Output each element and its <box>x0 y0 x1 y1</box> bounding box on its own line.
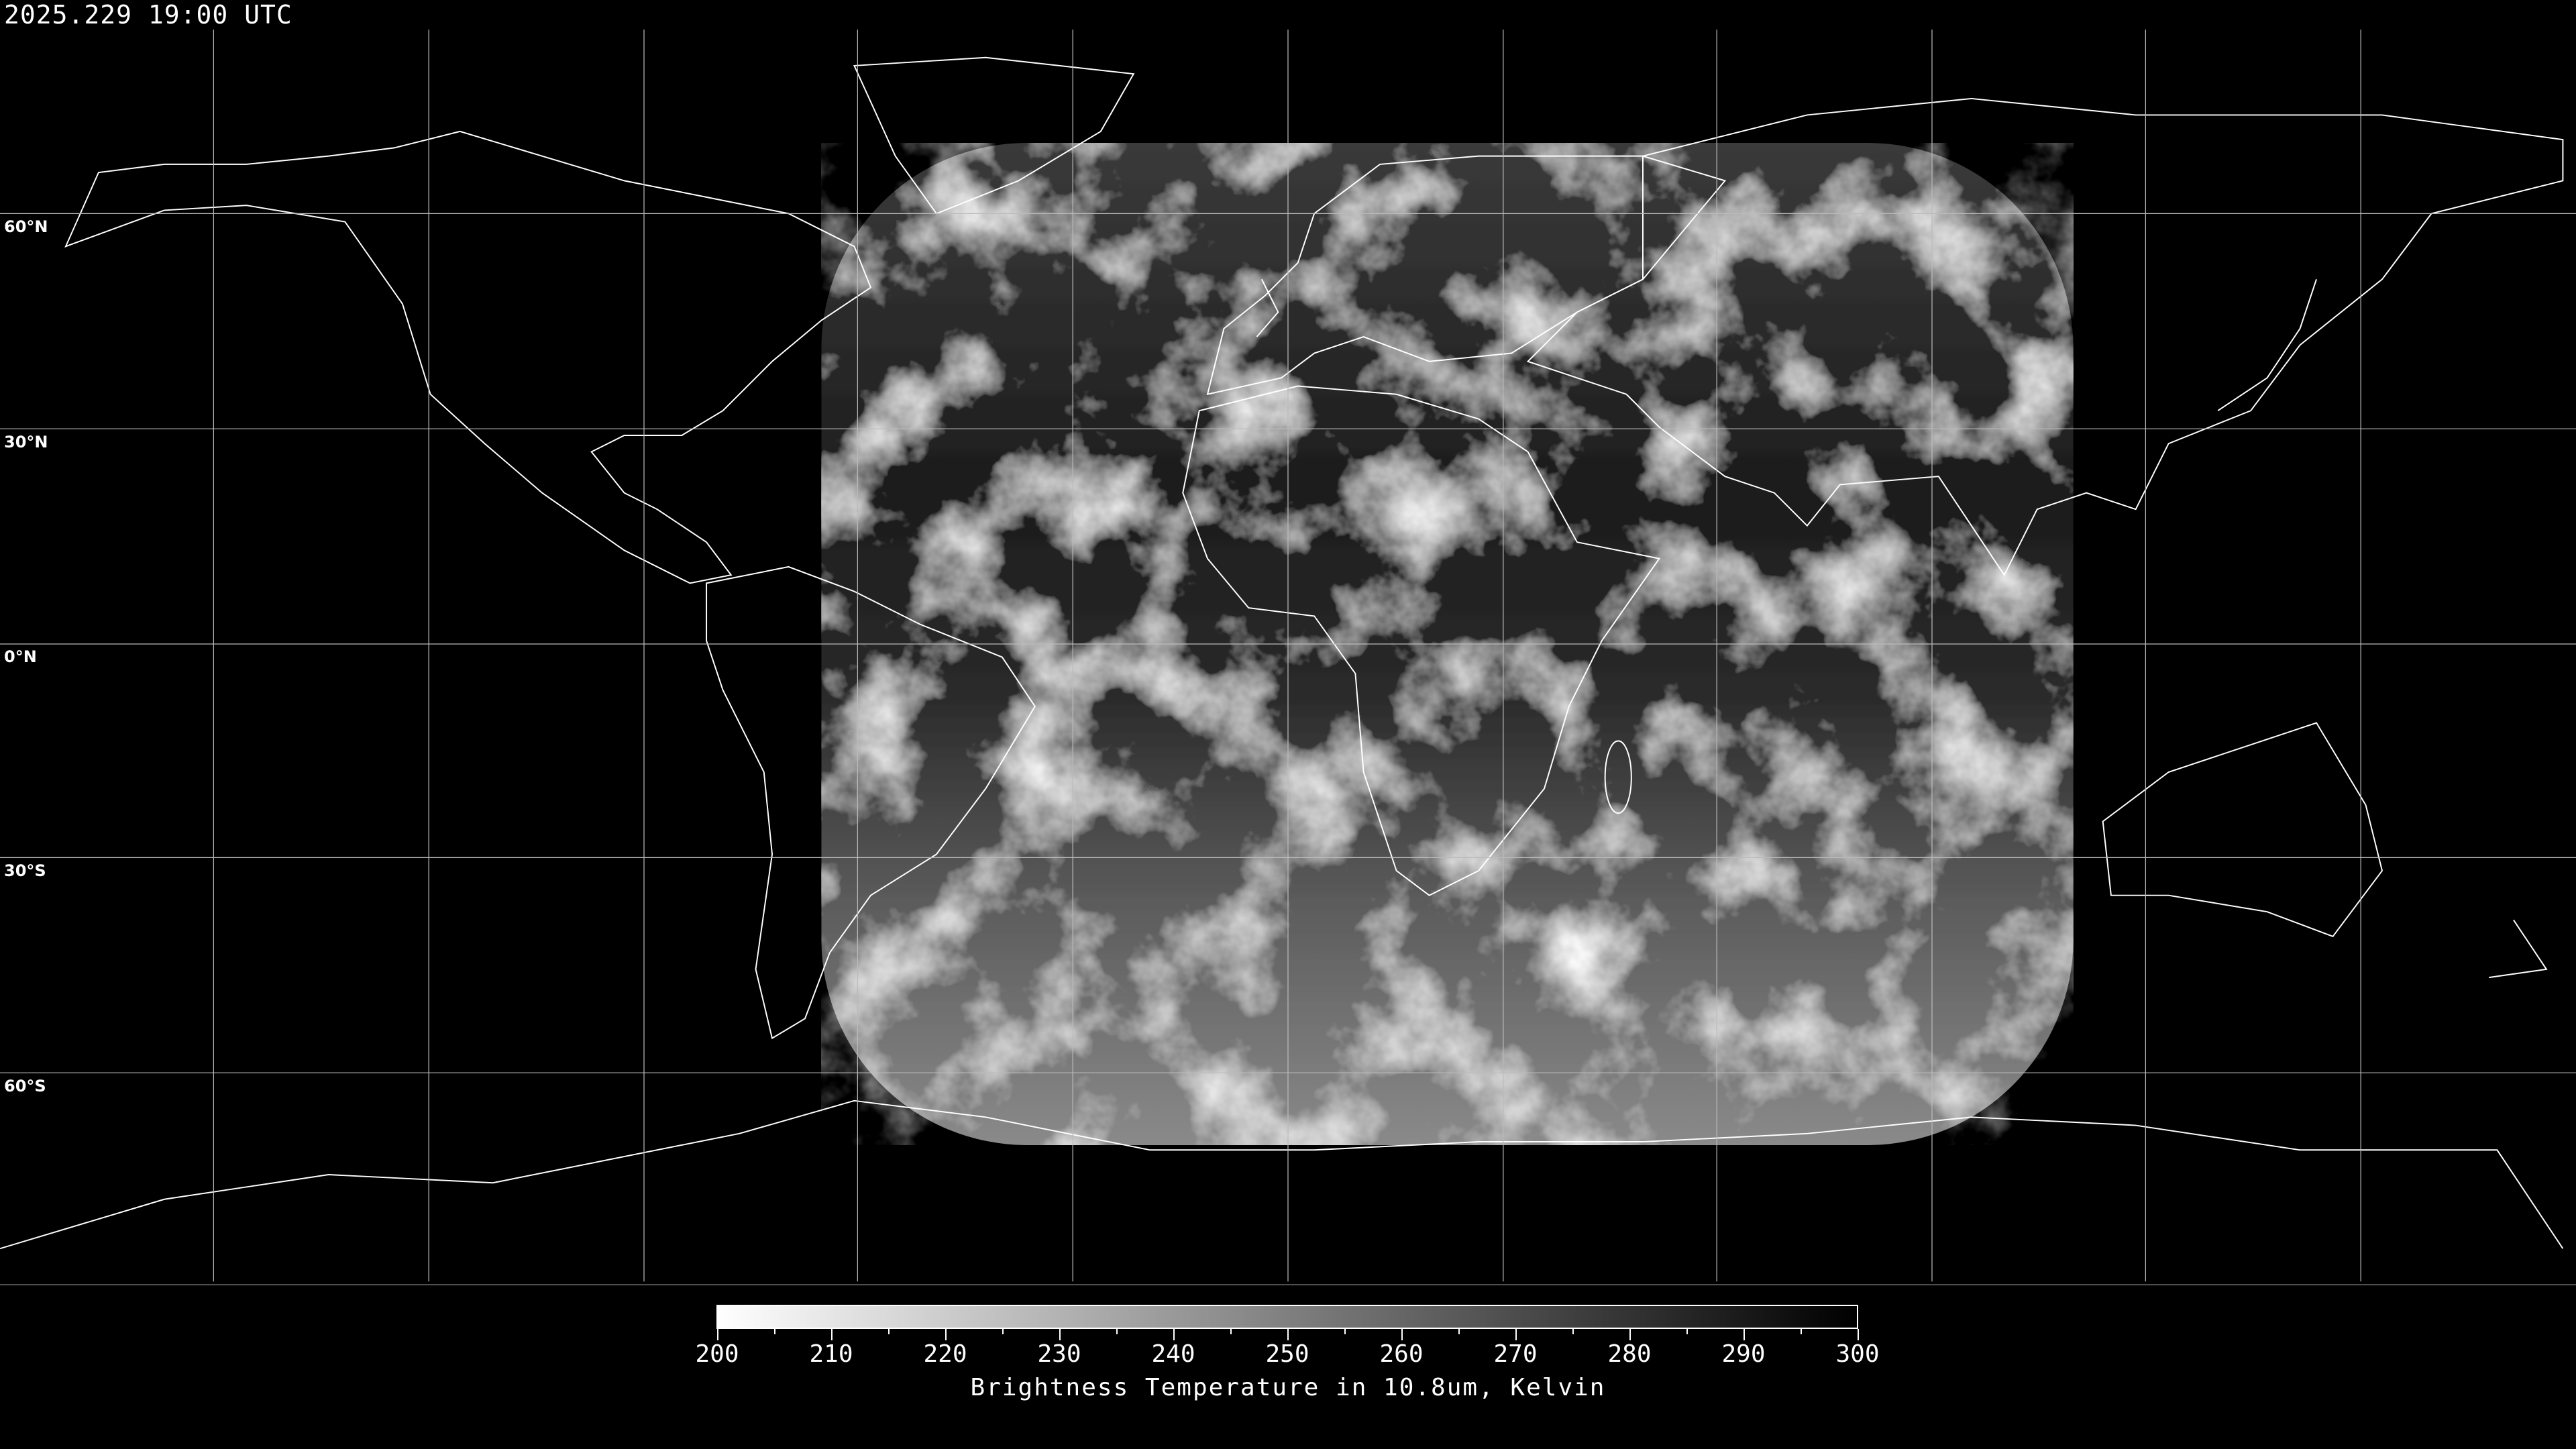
coast-north-america <box>64 130 872 584</box>
colorbar-tick-label: 290 <box>1721 1340 1766 1368</box>
coast-japan <box>2217 279 2317 412</box>
colorbar-tick-label: 200 <box>695 1340 739 1368</box>
colorbar-minor-tick <box>1686 1329 1688 1334</box>
colorbar-tick-label: 230 <box>1037 1340 1081 1368</box>
coast-madagascar <box>1604 740 1632 814</box>
coast-australia <box>2102 722 2383 938</box>
colorbar-tick-label: 270 <box>1493 1340 1538 1368</box>
graticule <box>0 30 2576 1285</box>
colorbar-minor-tick <box>1572 1329 1574 1334</box>
colorbar-minor-tick <box>1230 1329 1232 1334</box>
colorbar-minor-tick <box>1116 1329 1118 1334</box>
coast-antarctica <box>0 1099 2564 1250</box>
colorbar-major-tick <box>1059 1329 1061 1340</box>
colorbar-tick-label: 250 <box>1265 1340 1309 1368</box>
colorbar-minor-tick <box>1002 1329 1004 1334</box>
colorbar-major-tick <box>1858 1329 1859 1340</box>
colorbar-major-tick <box>1743 1329 1745 1340</box>
lat-label-30s: 30°S <box>4 861 46 880</box>
colorbar-tick-label: 280 <box>1607 1340 1652 1368</box>
colorbar-major-tick <box>831 1329 833 1340</box>
coast-asia <box>1526 97 2564 577</box>
lat-label-60s: 60°S <box>4 1077 46 1095</box>
colorbar-minor-tick <box>1344 1329 1346 1334</box>
colorbar-major-tick <box>1401 1329 1403 1340</box>
colorbar-major-tick <box>1173 1329 1175 1340</box>
colorbar-major-tick <box>717 1329 718 1340</box>
colorbar-tick-label: 210 <box>809 1340 853 1368</box>
colorbar-major-tick <box>945 1329 947 1340</box>
coastlines <box>0 56 2564 1250</box>
lat-label-30n: 30°N <box>4 433 48 451</box>
colorbar-minor-tick <box>888 1329 890 1334</box>
coast-europe <box>1206 155 1727 396</box>
colorbar-major-tick <box>1629 1329 1631 1340</box>
coast-greenland <box>853 56 1135 215</box>
colorbar-major-tick <box>1515 1329 1517 1340</box>
lat-label-0n: 0°N <box>4 647 37 666</box>
coast-uk <box>1256 278 1279 337</box>
timestamp-title: 2025.229 19:00 UTC <box>4 0 292 30</box>
colorbar-tick-label: 220 <box>923 1340 967 1368</box>
colorbar-minor-tick <box>1458 1329 1460 1334</box>
colorbar-minor-tick <box>1801 1329 1802 1334</box>
colorbar-tick-label: 260 <box>1379 1340 1424 1368</box>
coast-new-zealand <box>2489 919 2548 979</box>
colorbar <box>716 1305 1858 1329</box>
colorbar-label: Brightness Temperature in 10.8um, Kelvin <box>970 1374 1606 1401</box>
lat-label-60n: 60°N <box>4 217 48 236</box>
colorbar-major-tick <box>1287 1329 1289 1340</box>
coast-south-america <box>706 566 1036 1040</box>
colorbar-tick-label: 300 <box>1835 1340 1880 1368</box>
colorbar-minor-tick <box>774 1329 775 1334</box>
coast-africa <box>1182 385 1661 896</box>
colorbar-tick-label: 240 <box>1151 1340 1195 1368</box>
